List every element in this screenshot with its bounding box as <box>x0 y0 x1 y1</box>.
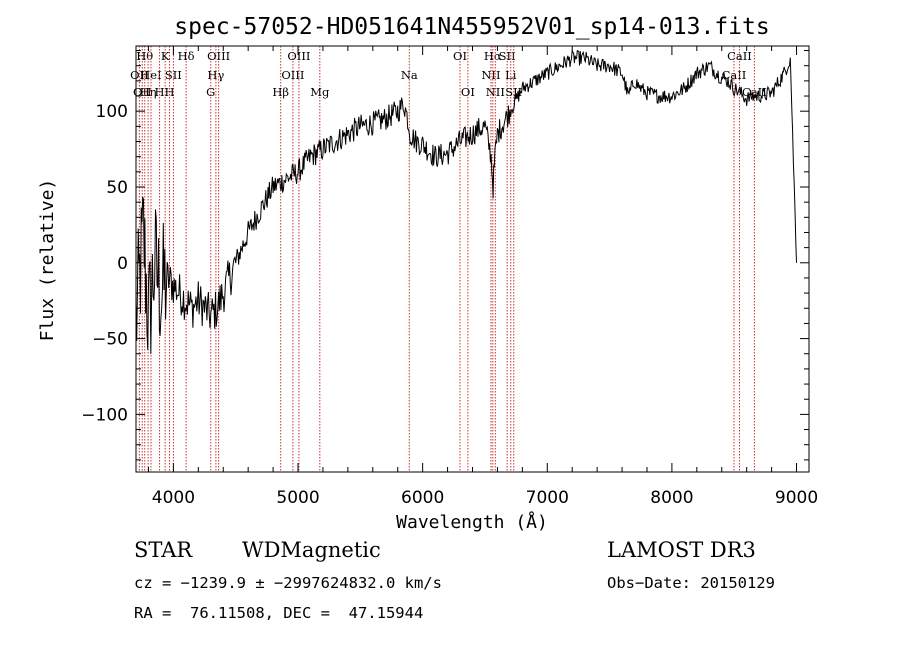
x-tick-label: 7000 <box>526 488 569 508</box>
line-label: OIII <box>287 49 310 63</box>
x-tick-label: 9000 <box>775 488 818 508</box>
x-tick-label: 5000 <box>276 488 319 508</box>
line-label: CaII <box>727 49 752 63</box>
line-label: Hβ <box>272 85 289 99</box>
line-label: OI <box>461 85 475 99</box>
redshift-cz: cz = −1239.9 ± −2997624832.0 km/s <box>134 574 442 592</box>
spectrum-line <box>135 48 797 354</box>
coordinates-radec: RA = 76.11508, DEC = 47.15944 <box>134 604 424 622</box>
y-axis-label: Flux (relative) <box>37 179 58 342</box>
line-label: OI <box>453 49 467 63</box>
line-label: NII <box>481 68 500 82</box>
line-label: H <box>155 85 165 99</box>
spectrum-series <box>135 48 797 354</box>
y-tick-label: −50 <box>92 330 128 350</box>
y-tick-label: −100 <box>81 405 128 425</box>
spectrum-plot: spec-57052-HD051641N455952V01_sp14-013.f… <box>37 14 818 533</box>
y-tick-label: 0 <box>117 254 128 274</box>
y-tick-label: 100 <box>96 102 128 122</box>
line-label: CaII <box>722 68 747 82</box>
line-label: OIII <box>281 68 304 82</box>
line-label: HeI <box>140 68 161 82</box>
line-label: Na <box>401 68 418 82</box>
line-label: OII <box>130 68 149 82</box>
line-label: SII <box>165 68 182 82</box>
line-label: Li <box>505 68 517 82</box>
line-label: OII <box>133 85 152 99</box>
line-label: NII <box>486 85 505 99</box>
line-label: SII <box>499 49 516 63</box>
x-axis-label: Wavelength (Å) <box>396 511 548 533</box>
line-label: Hγ <box>207 68 224 82</box>
line-label: G <box>206 85 215 99</box>
chart-title: spec-57052-HD051641N455952V01_sp14-013.f… <box>174 14 769 40</box>
line-label: Hθ <box>136 49 153 63</box>
line-label: Hα <box>484 49 502 63</box>
survey-name: LAMOST DR3 <box>607 538 756 562</box>
line-label: Hη <box>140 85 157 99</box>
line-label: Hδ <box>178 49 195 63</box>
x-tick-label: 4000 <box>152 488 195 508</box>
object-subclass: WDMagnetic <box>242 538 381 562</box>
emission-line-markers: OIIOIIHθHηHeIHKHSIIHδGHγOIIIHβOIIIOIIIMg… <box>130 46 767 472</box>
x-tick-label: 8000 <box>650 488 693 508</box>
x-tick-label: 6000 <box>401 488 444 508</box>
line-label: Mg <box>310 85 330 99</box>
line-label: K <box>161 49 170 63</box>
observation-date: Obs−Date: 20150129 <box>607 574 775 592</box>
object-class: STAR <box>134 538 193 562</box>
y-tick-label: 50 <box>106 178 128 198</box>
line-label: H <box>165 85 175 99</box>
line-label: OIII <box>207 49 230 63</box>
plot-frame <box>135 45 810 473</box>
axis-ticks: 4000 5000 6000 7000 8000 9000 −100 −50 0 50 100 <box>81 46 818 508</box>
